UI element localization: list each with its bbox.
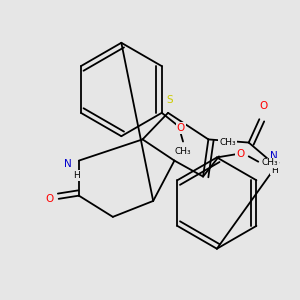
Text: N: N xyxy=(270,152,278,161)
Text: CH₃: CH₃ xyxy=(175,147,191,156)
Text: O: O xyxy=(177,123,185,133)
Text: CH₃: CH₃ xyxy=(219,138,236,147)
Text: H: H xyxy=(271,166,278,175)
Text: O: O xyxy=(260,101,268,112)
Text: S: S xyxy=(167,95,173,105)
Text: N: N xyxy=(64,159,72,169)
Text: O: O xyxy=(45,194,53,204)
Text: H: H xyxy=(74,171,80,180)
Text: O: O xyxy=(236,149,244,159)
Text: CH₃: CH₃ xyxy=(262,158,278,167)
